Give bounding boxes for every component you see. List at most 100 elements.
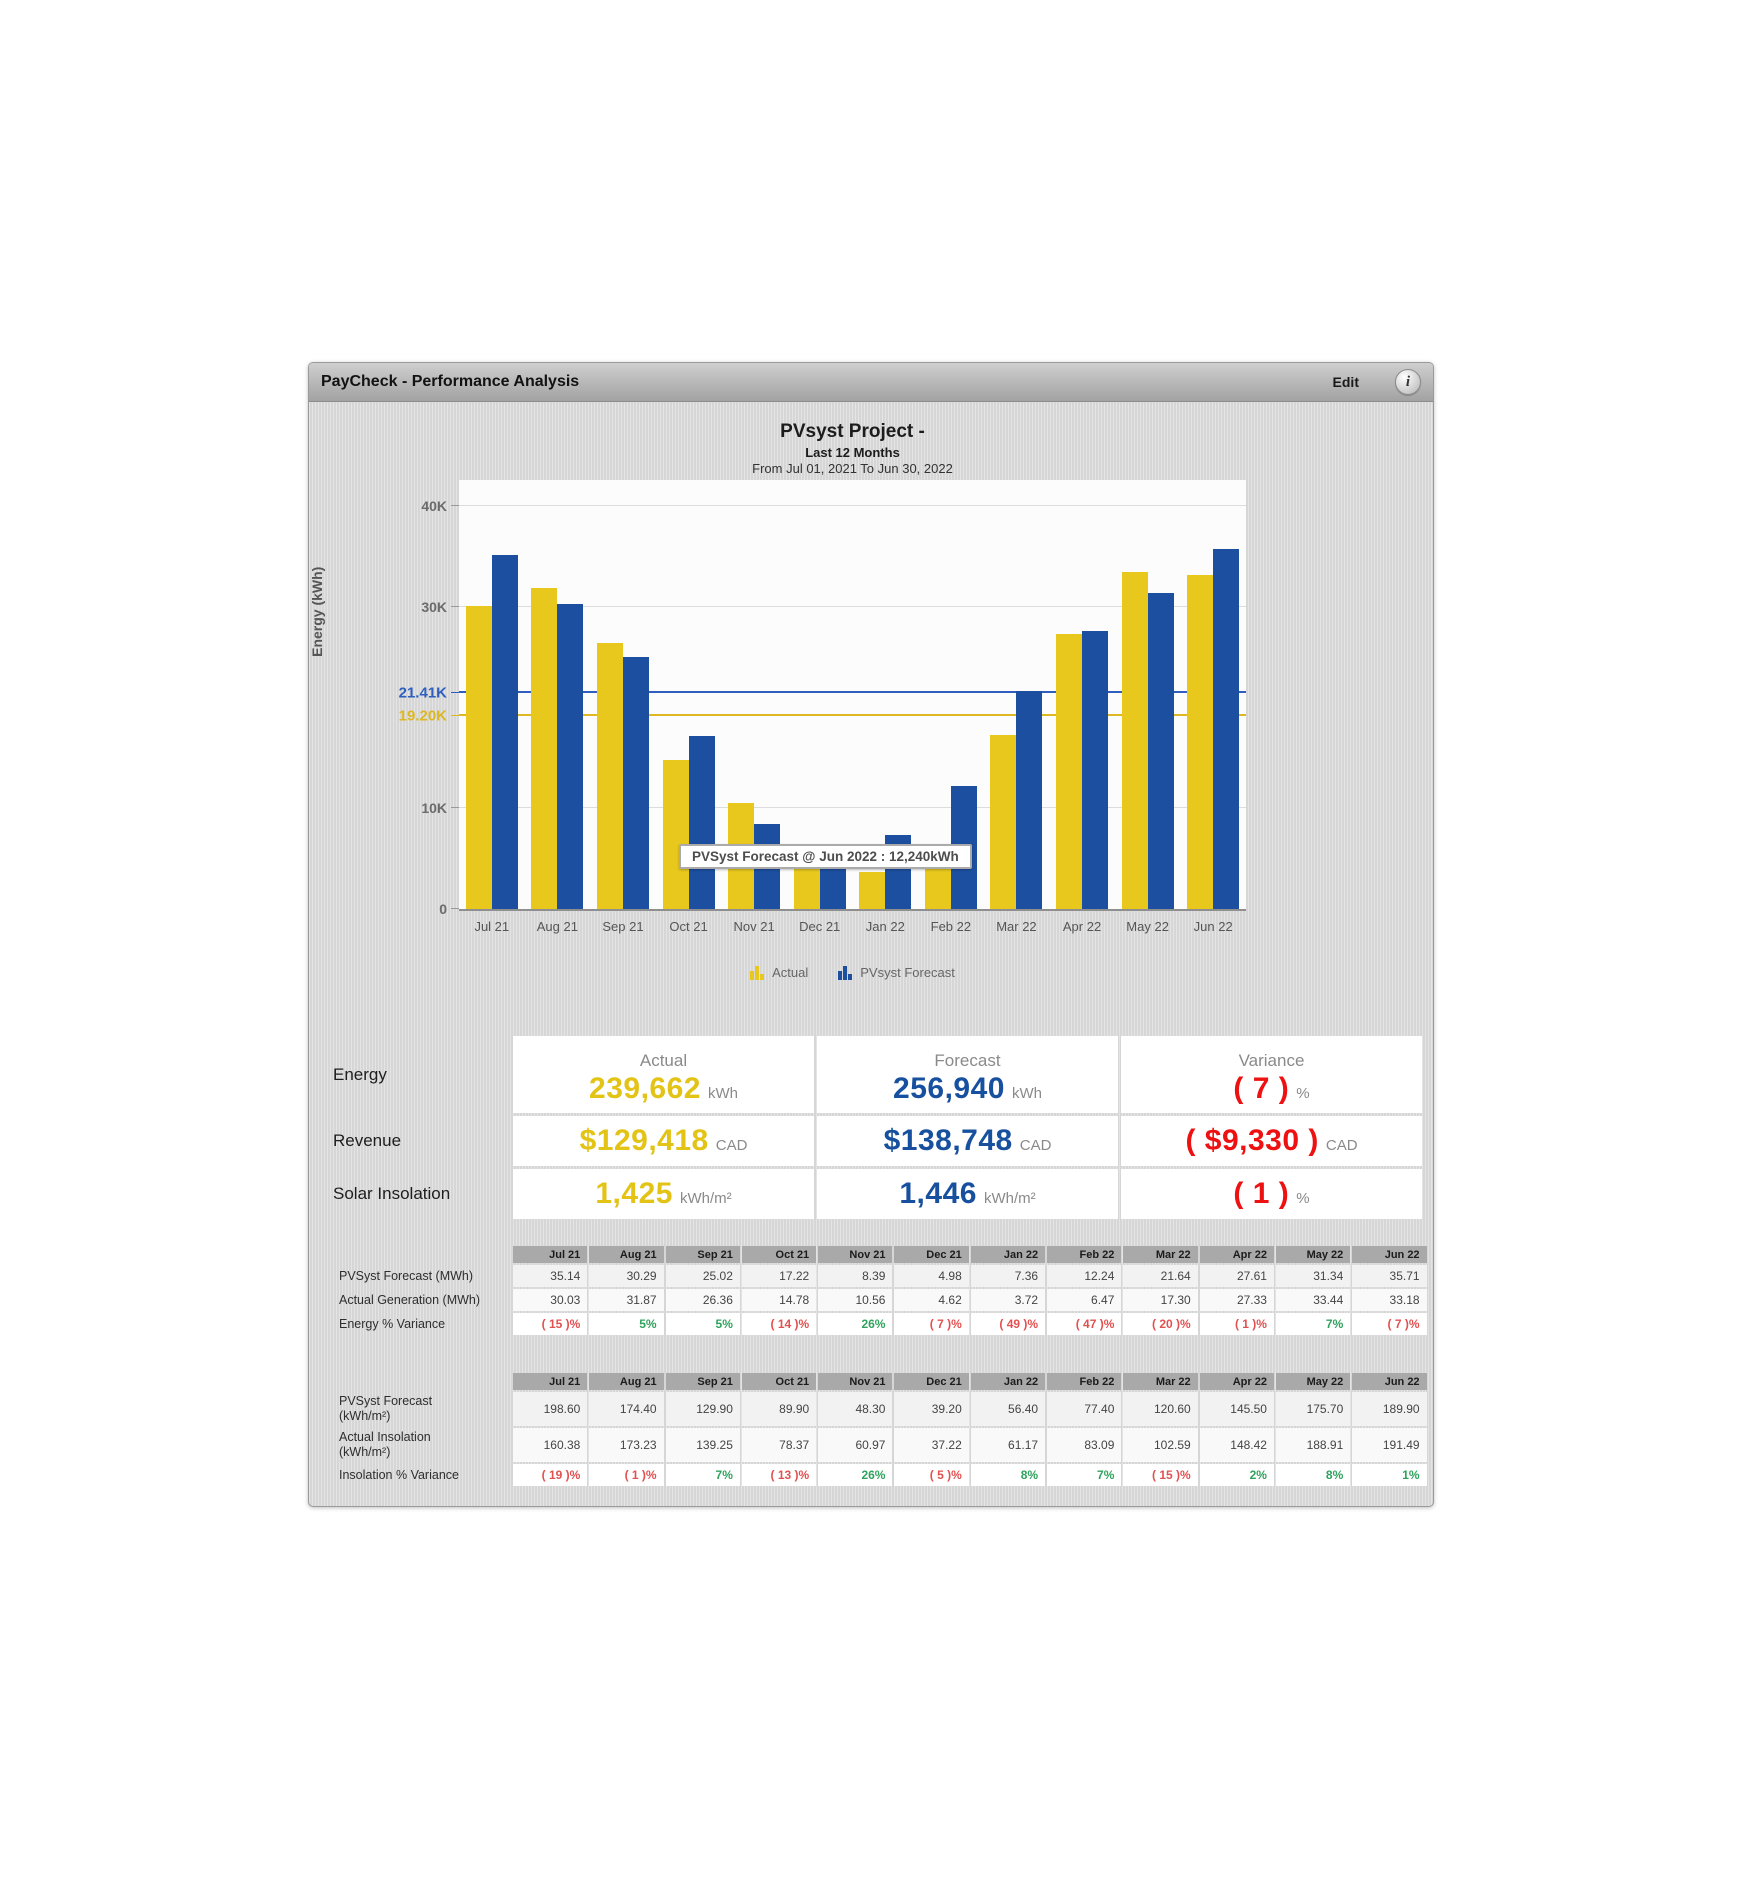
table-cell: 8% — [970, 1464, 1046, 1486]
month-header-cell: Oct 21 — [741, 1246, 817, 1263]
actual-bar[interactable] — [662, 760, 689, 909]
forecast-bar[interactable] — [1082, 630, 1109, 909]
table-row-label: PVSyst Forecast (MWh) — [339, 1268, 474, 1283]
table-row-label: Insolation % Variance — [339, 1467, 459, 1482]
month-header-cell: Jun 22 — [1352, 1373, 1427, 1390]
month-header-cell: Apr 22 — [1199, 1373, 1274, 1390]
info-button[interactable]: i — [1395, 369, 1421, 395]
x-axis-label: Feb 22 — [930, 919, 972, 934]
month-header-cell: Nov 21 — [818, 1246, 893, 1263]
table-cell: 26% — [818, 1313, 893, 1335]
actual-bar[interactable] — [531, 587, 558, 909]
table-cell: ( 15 )% — [1123, 1464, 1198, 1486]
table-cell: 5% — [589, 1313, 664, 1335]
table-cell: ( 13 )% — [741, 1464, 817, 1486]
table-cell: 2% — [1199, 1464, 1274, 1486]
forecast-bar[interactable] — [688, 735, 715, 909]
summary-row: Energy Actual 239,662 kWh Forecast 256,940 kWh… — [309, 1036, 1426, 1113]
table-cell: 17.30 — [1123, 1289, 1198, 1311]
table-cell: 7% — [1047, 1464, 1122, 1486]
table-cell: 35.71 — [1352, 1265, 1427, 1287]
month-header-cell: Dec 21 — [894, 1246, 969, 1263]
summary-unit: CAD — [1325, 1137, 1358, 1154]
table-cell: 48.30 — [818, 1392, 893, 1426]
table-cell: ( 20 )% — [1123, 1313, 1198, 1335]
table-cell: 26.36 — [665, 1289, 740, 1311]
actual-average-label: 19.20K — [398, 707, 447, 725]
forecast-average-line — [459, 691, 1246, 694]
table-cell: 21.64 — [1123, 1265, 1198, 1287]
month-header-cell: Jun 22 — [1352, 1246, 1427, 1263]
table-cell: 3.72 — [970, 1289, 1046, 1311]
table-cell: ( 5 )% — [894, 1464, 969, 1486]
table-cell: 37.22 — [894, 1428, 969, 1462]
forecast-bar[interactable] — [622, 656, 649, 909]
actual-bar[interactable] — [1056, 633, 1083, 909]
table-cell: 61.17 — [970, 1428, 1046, 1462]
summary-cell-actual: 1,425 kWh/m² — [513, 1169, 814, 1219]
legend-item-pvsyst-forecast[interactable]: PVsyst Forecast — [838, 965, 955, 980]
bar-group-oct-21 — [662, 735, 715, 909]
legend-label: PVsyst Forecast — [860, 965, 955, 980]
table-cell: 173.23 — [589, 1428, 664, 1462]
bar-group-sep-21 — [596, 643, 649, 909]
actual-bar[interactable] — [596, 643, 623, 909]
table-cell: ( 1 )% — [1199, 1313, 1274, 1335]
info-icon: i — [1405, 373, 1411, 390]
summary-unit: kWh/m² — [983, 1190, 1036, 1207]
summary-cell-actual: Actual 239,662 kWh — [513, 1036, 814, 1113]
forecast-bar[interactable] — [1147, 593, 1174, 909]
x-axis-label: Nov 21 — [733, 919, 775, 934]
table-cell: 30.03 — [513, 1289, 588, 1311]
x-axis-label: Aug 21 — [536, 919, 578, 934]
paycheck-performance-panel: PayCheck - Performance Analysis Edit i P… — [308, 362, 1434, 1507]
actual-bar[interactable] — [793, 862, 820, 909]
table-corner — [309, 1373, 511, 1390]
summary-cell-actual: $129,418 CAD — [513, 1116, 814, 1166]
table-cell: 35.14 — [513, 1265, 588, 1287]
bar-group-aug-21 — [531, 587, 584, 909]
table-cell: 27.33 — [1199, 1289, 1274, 1311]
y-axis-tick-label: 40K — [421, 498, 447, 514]
bar-group-apr-22 — [1056, 630, 1109, 909]
summary-cell-forecast: Forecast 256,940 kWh — [817, 1036, 1118, 1113]
table-cell: 7% — [665, 1464, 740, 1486]
edit-button[interactable]: Edit — [1332, 374, 1359, 390]
y-axis-tick-label: 30K — [421, 598, 447, 615]
table-cell: ( 47 )% — [1047, 1313, 1122, 1335]
summary-unit: % — [1296, 1190, 1310, 1207]
table-cell: 31.34 — [1275, 1265, 1351, 1287]
actual-bar[interactable] — [1121, 572, 1148, 909]
table-cell: ( 49 )% — [970, 1313, 1046, 1335]
table-cell: 4.62 — [894, 1289, 969, 1311]
x-axis-label: Oct 21 — [669, 919, 708, 934]
mini-bars-icon — [750, 966, 765, 980]
table-cell: 78.37 — [741, 1428, 817, 1462]
summary-row: Revenue $129,418 CAD $138,748 CAD ( $9,330 ) C… — [309, 1116, 1426, 1166]
y-axis-tick-label: 0 — [439, 901, 447, 917]
forecast-bar[interactable] — [491, 554, 518, 909]
table-cell: 5% — [665, 1313, 740, 1335]
summary-unit: kWh — [1011, 1084, 1042, 1102]
summary-value: 1,425 — [595, 1177, 673, 1210]
month-header-cell: Dec 21 — [894, 1373, 969, 1390]
table-cell: 12.24 — [1047, 1265, 1122, 1287]
x-axis-label: Jun 22 — [1193, 919, 1233, 934]
forecast-bar[interactable] — [1213, 549, 1240, 909]
actual-bar[interactable] — [465, 606, 492, 909]
actual-bar[interactable] — [859, 871, 886, 909]
summary-column-header: Variance — [1238, 1050, 1305, 1070]
summary-cell-forecast: 1,446 kWh/m² — [817, 1169, 1118, 1219]
table-cell: ( 19 )% — [513, 1464, 588, 1486]
table-row-label: PVSyst Forecast (kWh/m²) — [339, 1394, 433, 1423]
legend-item-actual[interactable]: Actual — [750, 965, 808, 980]
table-cell: 198.60 — [513, 1392, 588, 1426]
forecast-bar[interactable] — [1016, 690, 1043, 909]
actual-bar[interactable] — [1187, 574, 1214, 909]
summary-value: $129,418 — [579, 1124, 709, 1157]
month-header-cell: Mar 22 — [1123, 1373, 1198, 1390]
chart-legend: Actual PVsyst Forecast — [459, 965, 1246, 980]
forecast-bar[interactable] — [557, 603, 584, 909]
table-row-label: Energy % Variance — [339, 1316, 446, 1331]
actual-bar[interactable] — [990, 734, 1017, 909]
